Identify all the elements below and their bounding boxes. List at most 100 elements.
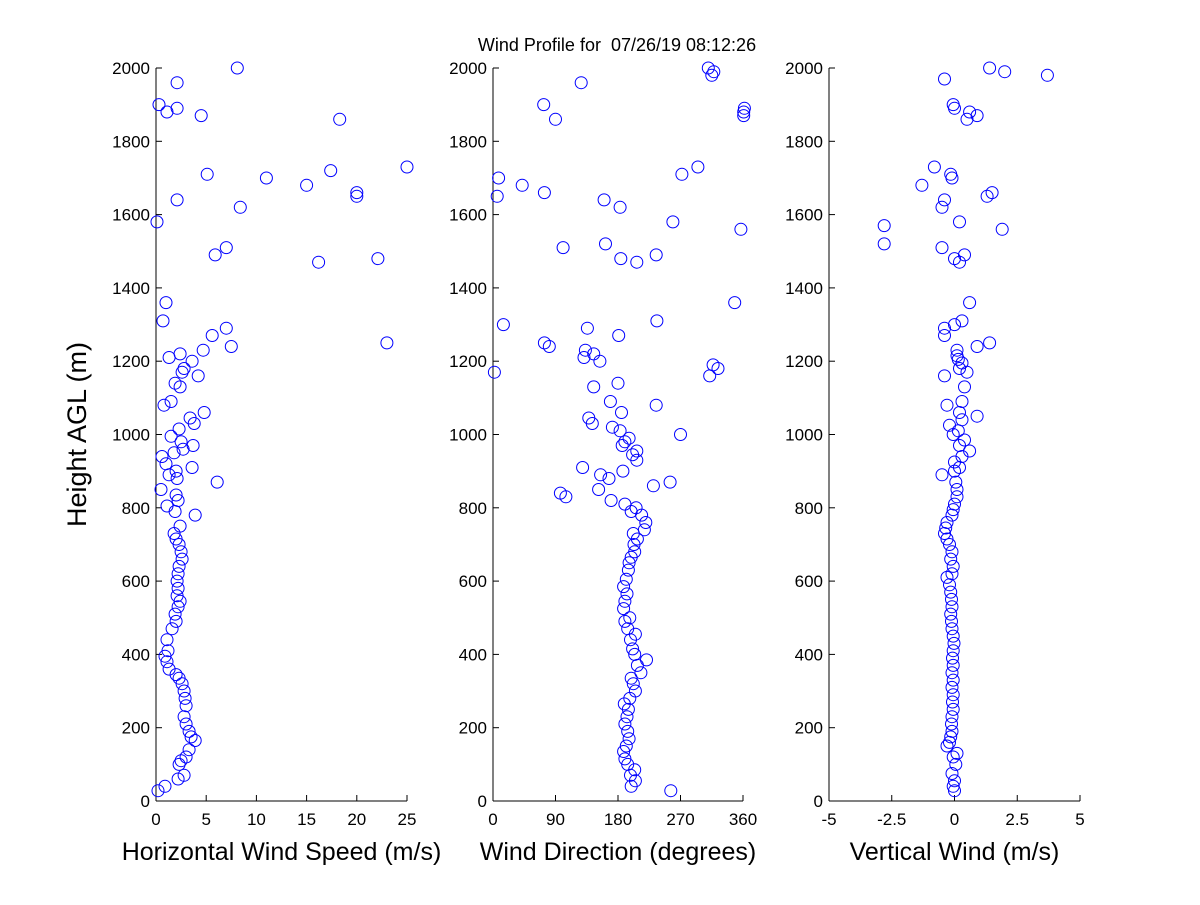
data-point <box>537 336 551 350</box>
data-point <box>703 369 717 383</box>
data-point <box>219 321 233 335</box>
y-tick-label: 1200 <box>112 352 150 371</box>
data-point <box>155 450 169 463</box>
data-point <box>154 483 168 496</box>
data-point <box>946 702 960 716</box>
data-point <box>998 65 1012 79</box>
data-point <box>614 252 628 266</box>
data-point <box>400 160 414 174</box>
data-point <box>705 68 719 82</box>
data-point <box>701 61 715 75</box>
y-tick-label: 1200 <box>785 352 823 371</box>
data-point <box>556 241 570 255</box>
data-point <box>184 730 198 744</box>
data-point <box>666 215 680 229</box>
y-tick-label: 1200 <box>449 352 487 371</box>
y-tick-label: 600 <box>459 572 487 591</box>
data-point <box>576 461 590 474</box>
data-point <box>618 752 632 766</box>
data-point <box>171 600 185 614</box>
y-tick-label: 600 <box>795 572 823 591</box>
y-tick-label: 800 <box>459 499 487 518</box>
data-point <box>168 505 182 518</box>
y-tick-label: 400 <box>122 645 150 664</box>
data-point <box>711 362 725 375</box>
data-point <box>615 439 629 452</box>
data-point <box>970 109 984 123</box>
x-axis-label: Horizontal Wind Speed (m/s) <box>122 838 442 866</box>
data-point <box>188 734 202 747</box>
data-point <box>619 572 633 586</box>
data-point <box>160 655 174 669</box>
panel-1: 0 200 400 600 800 1000 1200 1400 1600 1800 2000 0 5 1… <box>62 59 441 866</box>
data-point <box>938 369 951 383</box>
data-point <box>179 750 193 764</box>
data-point <box>737 109 751 123</box>
data-point <box>622 732 636 746</box>
y-tick-label: 1400 <box>449 279 487 298</box>
y-tick-label: 1800 <box>449 132 487 151</box>
data-point <box>946 750 960 764</box>
data-point <box>230 61 244 75</box>
data-point <box>205 329 219 342</box>
panel-3: 0 200 400 600 800 1000 1200 1400 1600 1800 2000 -5 -… <box>785 59 1085 866</box>
y-tick-label: 200 <box>122 719 150 738</box>
data-point <box>175 552 189 566</box>
y-tick-label: 400 <box>795 645 823 664</box>
data-point <box>593 354 607 368</box>
x-tick-label: 0 <box>151 810 160 829</box>
data-point <box>946 779 960 793</box>
data-point <box>940 739 954 753</box>
y-tick-label: 0 <box>814 792 823 811</box>
y-tick-label: 1600 <box>449 206 487 225</box>
x-tick-label: 10 <box>247 810 266 829</box>
data-point <box>160 633 174 647</box>
data-point <box>970 409 984 423</box>
data-point <box>613 200 627 214</box>
y-axis-label: Height AGL (m) <box>62 342 92 527</box>
data-point <box>170 76 184 90</box>
data-points <box>877 61 1054 798</box>
data-point <box>945 767 959 780</box>
data-point <box>170 101 184 115</box>
data-point <box>156 314 170 328</box>
data-point <box>706 358 720 372</box>
data-point <box>950 746 964 760</box>
data-point <box>164 395 178 408</box>
data-point <box>179 717 193 731</box>
y-tick-label: 0 <box>141 792 150 811</box>
data-point <box>587 380 601 394</box>
data-point <box>946 658 960 672</box>
data-point <box>949 475 963 489</box>
data-point <box>949 757 963 771</box>
y-tick-label: 1400 <box>785 279 823 298</box>
data-point <box>938 329 951 342</box>
data-point <box>162 468 176 482</box>
x-tick-label: 270 <box>666 810 694 829</box>
data-point <box>945 680 959 694</box>
data-point <box>945 592 958 606</box>
data-point <box>622 431 636 445</box>
data-point <box>674 428 687 441</box>
data-point <box>624 671 638 685</box>
data-point <box>603 395 617 408</box>
data-point <box>208 248 222 262</box>
y-tick-label: 2000 <box>449 59 487 78</box>
data-point <box>953 215 966 229</box>
data-point <box>159 296 173 310</box>
data-point <box>948 774 961 788</box>
data-point <box>183 411 197 425</box>
data-point <box>171 567 185 581</box>
y-tick-label: 1000 <box>785 426 823 445</box>
data-point <box>605 420 619 434</box>
data-point <box>177 768 191 782</box>
data-point <box>162 351 176 364</box>
data-point <box>542 340 556 353</box>
data-point <box>958 248 971 262</box>
data-point <box>640 653 653 667</box>
data-point <box>178 691 192 705</box>
data-point <box>170 472 184 485</box>
data-point <box>944 730 958 744</box>
data-point <box>955 395 969 408</box>
